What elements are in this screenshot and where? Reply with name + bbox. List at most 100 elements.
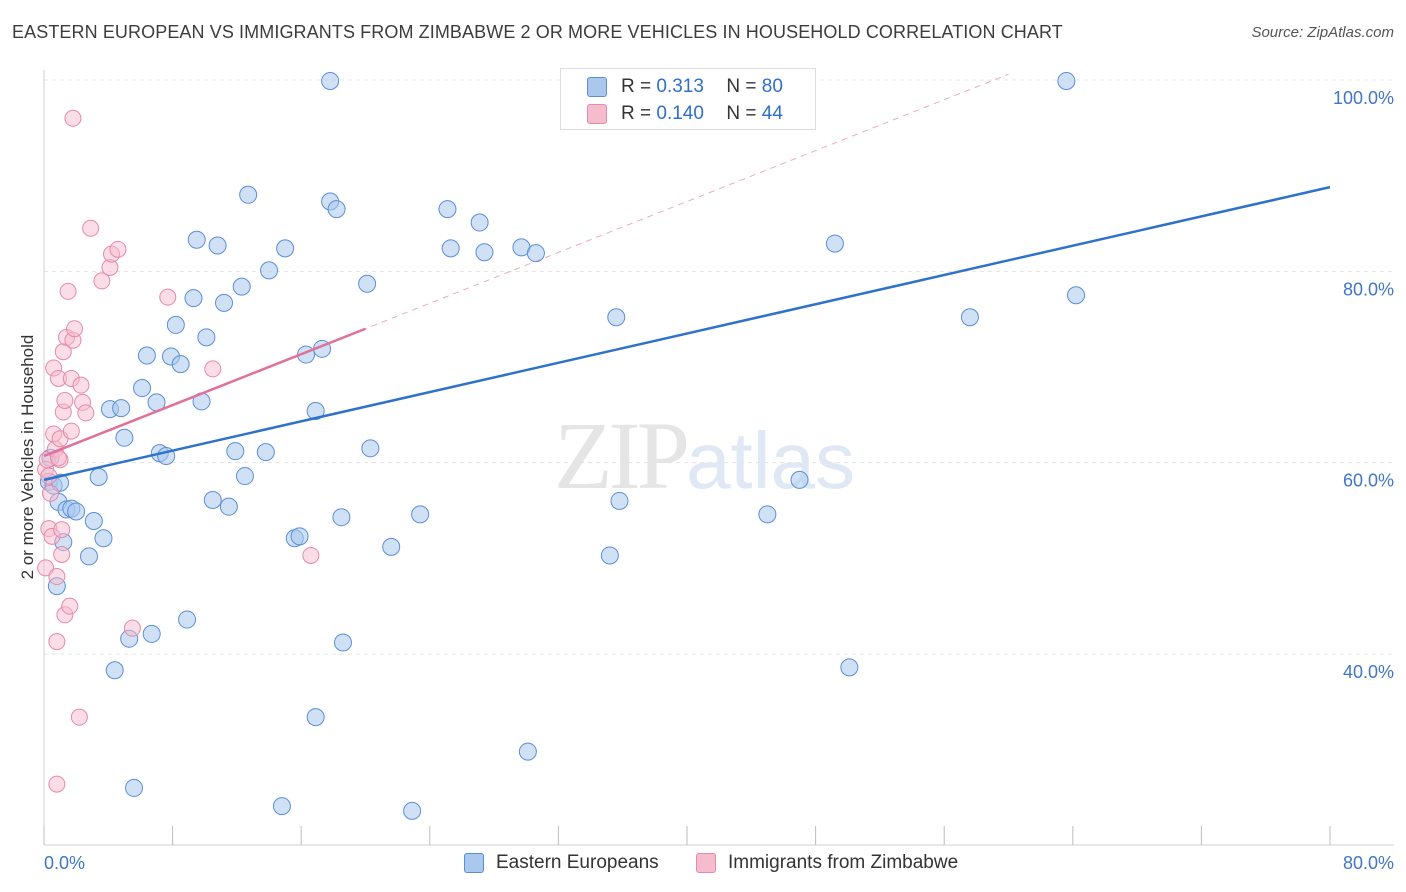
data-point-zimbabwe bbox=[48, 633, 66, 651]
data-point-eastern-european bbox=[438, 200, 457, 219]
x-tick-label: 0.0% bbox=[44, 853, 85, 873]
data-point-eastern-european bbox=[306, 708, 325, 727]
legend-label: Immigrants from Zimbabwe bbox=[728, 852, 959, 873]
data-point-zimbabwe bbox=[123, 619, 141, 637]
legend-label: Eastern Europeans bbox=[496, 852, 659, 873]
data-point-eastern-european bbox=[332, 508, 351, 527]
data-point-eastern-european bbox=[526, 244, 545, 263]
legend-item-zimbabwe[interactable]: Immigrants from Zimbabwe bbox=[696, 852, 958, 874]
r-value: 0.140 bbox=[656, 103, 704, 124]
data-point-eastern-european bbox=[184, 289, 203, 308]
data-point-eastern-european bbox=[94, 529, 113, 548]
data-point-eastern-european bbox=[607, 308, 626, 327]
data-point-eastern-european bbox=[321, 71, 340, 90]
data-point-zimbabwe bbox=[66, 320, 84, 338]
data-point-eastern-european bbox=[219, 497, 238, 516]
data-point-eastern-european bbox=[197, 328, 216, 347]
data-point-zimbabwe bbox=[56, 391, 74, 409]
data-point-eastern-european bbox=[333, 633, 352, 652]
r-label: R = bbox=[621, 103, 652, 124]
data-point-zimbabwe bbox=[53, 521, 71, 539]
legend-stats-swatch-blue bbox=[587, 77, 607, 97]
data-point-zimbabwe bbox=[72, 376, 90, 394]
data-point-eastern-european bbox=[840, 658, 859, 677]
data-point-eastern-european bbox=[470, 213, 489, 232]
data-point-eastern-european bbox=[790, 470, 809, 489]
n-value: 44 bbox=[761, 103, 783, 124]
data-point-eastern-european bbox=[382, 537, 401, 556]
chart-title: EASTERN EUROPEAN VS IMMIGRANTS FROM ZIMB… bbox=[12, 22, 1063, 42]
data-point-eastern-european bbox=[235, 467, 254, 486]
legend-swatch-blue bbox=[464, 853, 484, 873]
data-point-eastern-european bbox=[256, 443, 275, 462]
data-point-eastern-european bbox=[171, 355, 190, 374]
data-point-eastern-european bbox=[411, 505, 430, 524]
data-point-zimbabwe bbox=[159, 288, 177, 306]
source-label: Source: ZipAtlas.com bbox=[1251, 24, 1394, 41]
legend-stats-swatch-pink bbox=[587, 104, 607, 124]
data-point-eastern-european bbox=[239, 185, 258, 204]
data-point-eastern-european bbox=[187, 230, 206, 249]
n-value: 80 bbox=[761, 76, 783, 97]
data-point-eastern-european bbox=[142, 624, 161, 643]
data-point-eastern-european bbox=[1057, 71, 1076, 90]
data-point-zimbabwe bbox=[70, 708, 88, 726]
data-point-zimbabwe bbox=[64, 109, 82, 127]
data-point-eastern-european bbox=[115, 428, 134, 447]
r-label: R = bbox=[621, 76, 652, 97]
trend-line-eastern-europeans bbox=[43, 185, 1331, 482]
legend-stats-row-blue: R = 0.313 N = 80 bbox=[587, 76, 783, 98]
data-point-eastern-european bbox=[518, 742, 537, 761]
data-point-eastern-european bbox=[960, 308, 979, 327]
data-point-eastern-european bbox=[475, 243, 494, 262]
data-point-zimbabwe bbox=[109, 240, 127, 258]
trend-line-zimbabwe-extended bbox=[43, 73, 1009, 457]
data-point-eastern-european bbox=[600, 546, 619, 565]
data-point-eastern-european bbox=[84, 512, 103, 531]
y-axis-label: 2 or more Vehicles in Household bbox=[18, 334, 37, 580]
data-point-eastern-european bbox=[125, 778, 144, 797]
y-tick-label: 60.0% bbox=[1343, 471, 1394, 491]
y-tick-label: 80.0% bbox=[1343, 279, 1394, 299]
data-point-eastern-european bbox=[441, 239, 460, 258]
data-point-eastern-european bbox=[272, 797, 291, 816]
data-point-eastern-european bbox=[105, 661, 124, 680]
data-point-zimbabwe bbox=[61, 597, 79, 615]
n-label: N = bbox=[726, 103, 757, 124]
data-point-eastern-european bbox=[67, 502, 86, 521]
data-point-eastern-european bbox=[290, 527, 309, 546]
trend-line-zimbabwe bbox=[43, 327, 366, 458]
data-point-eastern-european bbox=[133, 379, 152, 398]
data-point-zimbabwe bbox=[53, 546, 71, 564]
data-point-eastern-european bbox=[361, 439, 380, 458]
x-tick-label: 80.0% bbox=[1343, 853, 1394, 873]
data-point-eastern-european bbox=[232, 277, 251, 296]
watermark: ZIPatlas bbox=[554, 400, 855, 511]
data-point-eastern-european bbox=[178, 610, 197, 629]
watermark-zip: ZIP bbox=[554, 402, 690, 509]
data-point-eastern-european bbox=[358, 274, 377, 293]
watermark-atlas: atlas bbox=[686, 416, 855, 505]
data-point-eastern-european bbox=[80, 547, 99, 566]
legend-stats: R = 0.313 N = 80 R = 0.140 N = 44 bbox=[560, 68, 816, 130]
data-point-zimbabwe bbox=[48, 568, 66, 586]
data-point-eastern-european bbox=[260, 261, 279, 280]
data-point-zimbabwe bbox=[93, 272, 111, 290]
data-point-eastern-european bbox=[758, 505, 777, 524]
data-point-eastern-european bbox=[215, 293, 234, 312]
data-point-zimbabwe bbox=[82, 219, 100, 237]
data-point-eastern-european bbox=[610, 491, 629, 510]
data-point-zimbabwe bbox=[48, 775, 66, 793]
data-point-eastern-european bbox=[327, 200, 346, 219]
data-point-zimbabwe bbox=[204, 360, 222, 378]
n-label: N = bbox=[726, 76, 757, 97]
y-tick-label: 100.0% bbox=[1333, 88, 1394, 108]
data-point-zimbabwe bbox=[302, 546, 320, 564]
legend-stats-row-pink: R = 0.140 N = 44 bbox=[587, 103, 783, 125]
legend-item-eastern-europeans[interactable]: Eastern Europeans bbox=[464, 852, 659, 874]
data-point-eastern-european bbox=[203, 490, 222, 509]
legend-series: Eastern Europeans Immigrants from Zimbab… bbox=[0, 852, 1406, 876]
data-point-zimbabwe bbox=[59, 282, 77, 300]
data-point-zimbabwe bbox=[62, 422, 80, 440]
